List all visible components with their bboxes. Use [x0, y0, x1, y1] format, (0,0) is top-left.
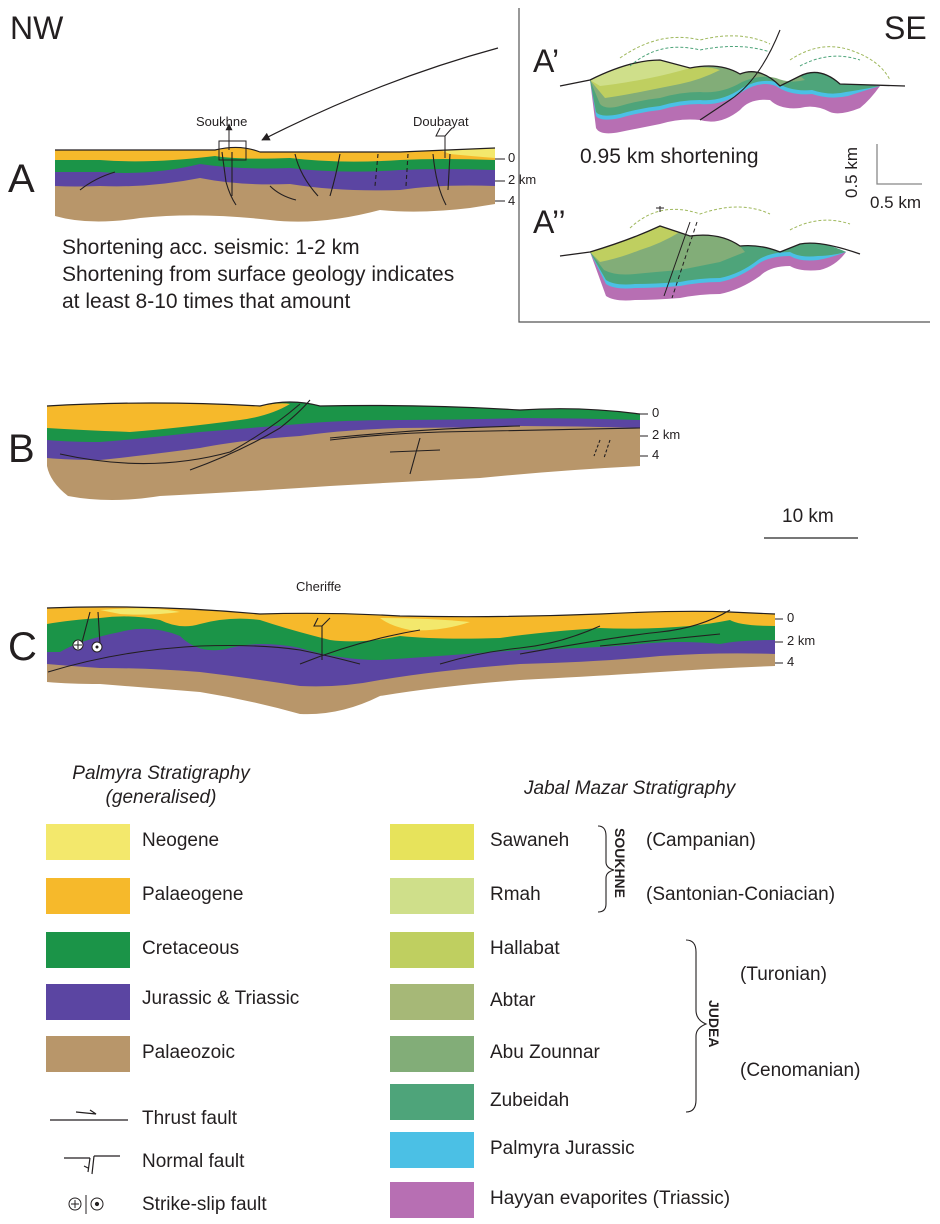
- swatch-zubeidah: [390, 1084, 474, 1120]
- section-a-label: A: [8, 157, 35, 201]
- legend-palaeozoic: Palaeozoic: [142, 1042, 235, 1063]
- legend-normal-fault: Normal fault: [142, 1151, 245, 1172]
- thrust-fault-symbol: [50, 1109, 128, 1121]
- shortening-note: Shortening acc. seismic: 1-2 km Shorteni…: [62, 236, 455, 313]
- age-campanian: (Campanian): [646, 830, 756, 851]
- legend-palmyra-jurassic: Palmyra Jurassic: [490, 1138, 635, 1159]
- section-c-profile: [46, 606, 783, 715]
- b-depth-0: 0: [652, 405, 660, 420]
- swatch-palmyra-jurassic: [390, 1132, 474, 1168]
- a-depth-0: 0: [508, 150, 516, 165]
- strike-slip-fault-symbol: [68, 1195, 104, 1214]
- section-b-label: B: [8, 427, 35, 471]
- c-depth-0: 0: [787, 610, 795, 625]
- shortening-value: 0.95 km shortening: [580, 145, 759, 168]
- b-depth-2: 2 km: [652, 427, 681, 442]
- section-a-double-prime-label: A’’: [533, 204, 566, 240]
- strike-slip-markers: [72, 639, 103, 653]
- soukhne-brace: [597, 825, 615, 913]
- swatch-abtar: [390, 984, 474, 1020]
- legend-zubeidah: Zubeidah: [490, 1090, 570, 1111]
- legend-thrust-fault: Thrust fault: [142, 1108, 238, 1129]
- a-depth-4: 4: [508, 193, 516, 208]
- main-scale-label: 10 km: [782, 506, 834, 527]
- section-a-double-prime-profile: [559, 206, 861, 301]
- swatch-rmah: [390, 878, 474, 914]
- legend-abu-zounnar: Abu Zounnar: [490, 1042, 600, 1063]
- group-judea: JUDEA: [706, 1000, 722, 1048]
- legend-strike-slip-fault: Strike-slip fault: [142, 1194, 267, 1215]
- swatch-cretaceous: [46, 932, 130, 968]
- legend-palaeogene: Palaeogene: [142, 884, 244, 905]
- inset-frame: [518, 8, 930, 323]
- swatch-jurassic-triassic: [46, 984, 130, 1020]
- swatch-hallabat: [390, 932, 474, 968]
- swatch-neogene: [46, 824, 130, 860]
- swatch-hayyan-evaporites: [390, 1182, 474, 1218]
- palmyra-legend-title: Palmyra Stratigraphy (generalised): [72, 763, 250, 808]
- legend-hayyan-evaporites: Hayyan evaporites (Triassic): [490, 1188, 731, 1209]
- orientation-nw: NW: [10, 10, 64, 46]
- jabal-legend-title: Jabal Mazar Stratigraphy: [524, 778, 736, 799]
- a-depth-2: 2 km: [508, 172, 537, 187]
- legend-abtar: Abtar: [490, 990, 536, 1011]
- legend-cretaceous: Cretaceous: [142, 938, 240, 959]
- swatch-palaeozoic: [46, 1036, 130, 1072]
- normal-fault-symbol: [64, 1155, 120, 1175]
- orientation-se: SE: [884, 10, 927, 46]
- legend-sawaneh: Sawaneh: [490, 830, 570, 851]
- section-a-profile: [55, 47, 505, 222]
- inset-scale-bar: [876, 144, 922, 185]
- c-depth-2: 2 km: [787, 633, 816, 648]
- inset-horizontal-scale: 0.5 km: [870, 193, 922, 212]
- swatch-sawaneh: [390, 824, 474, 860]
- group-soukhne: SOUKHNE: [612, 828, 628, 899]
- legend-hallabat: Hallabat: [490, 938, 560, 959]
- section-c-label: C: [8, 625, 37, 669]
- age-turonian: (Turonian): [740, 964, 827, 985]
- age-cenomanian: (Cenomanian): [740, 1060, 861, 1081]
- legend-jurassic-triassic: Jurassic & Triassic: [142, 988, 300, 1009]
- inset-vertical-scale: 0.5 km: [842, 146, 861, 198]
- place-doubayat: Doubayat: [413, 114, 469, 129]
- swatch-abu-zounnar: [390, 1036, 474, 1072]
- swatch-palaeogene: [46, 878, 130, 914]
- age-santonian-coniacian: (Santonian-Coniacian): [646, 884, 836, 905]
- b-depth-4: 4: [652, 447, 660, 462]
- c-depth-4: 4: [787, 654, 795, 669]
- legend-rmah: Rmah: [490, 884, 541, 905]
- section-a-prime-profile: [559, 29, 906, 134]
- judea-brace: [685, 939, 708, 1113]
- place-cheriffe: Cheriffe: [296, 579, 342, 594]
- place-soukhne: Soukhne: [196, 114, 248, 129]
- section-a-prime-label: A’: [533, 43, 560, 79]
- legend-neogene: Neogene: [142, 830, 220, 851]
- section-b-profile: [46, 399, 648, 500]
